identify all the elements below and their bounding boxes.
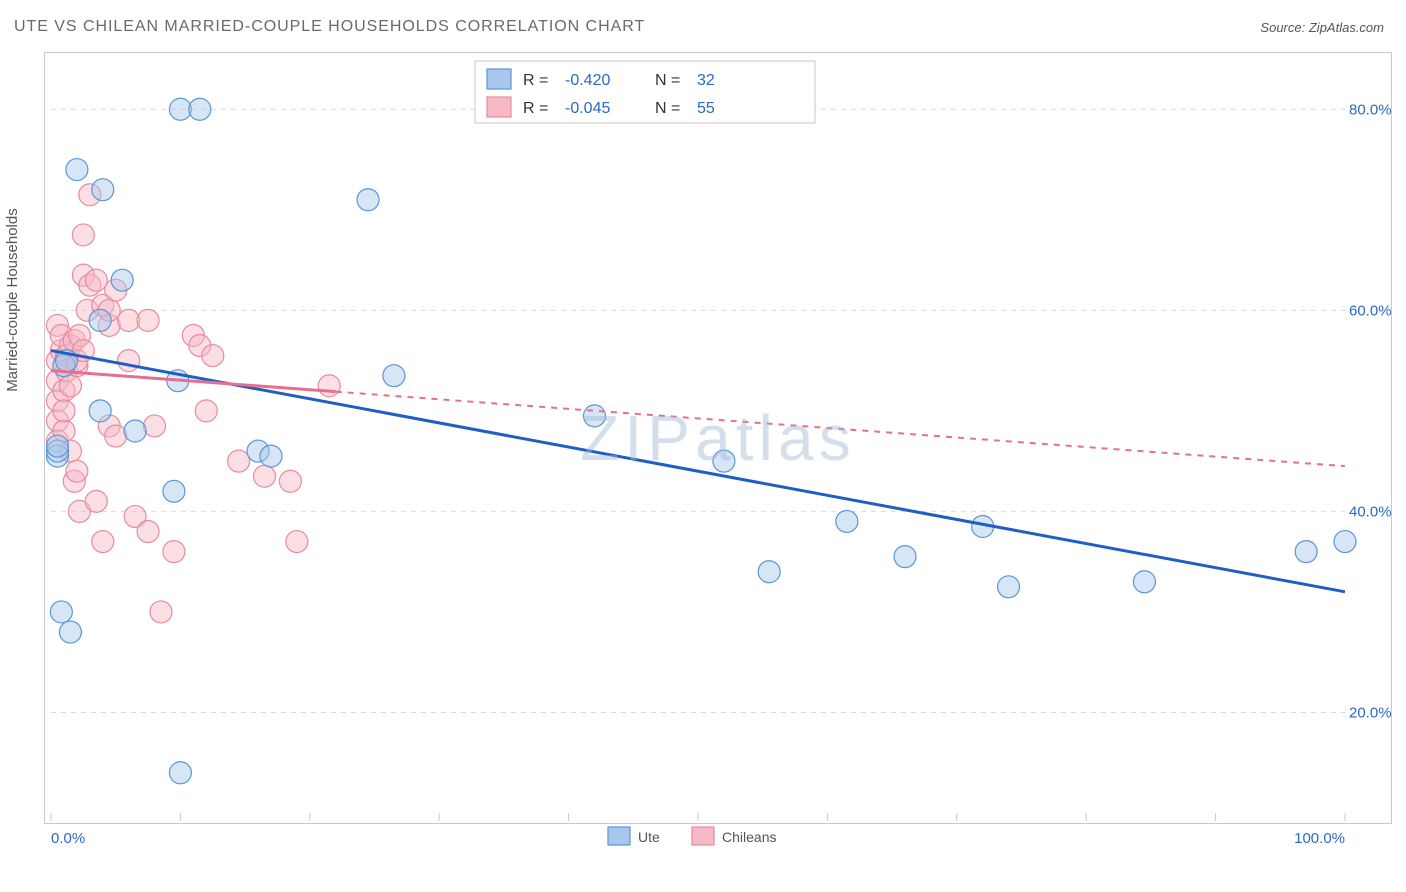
legend-swatch xyxy=(487,69,511,89)
scatter-point xyxy=(279,470,301,492)
trend-line xyxy=(51,351,1345,592)
scatter-point xyxy=(286,531,308,553)
scatter-point xyxy=(163,480,185,502)
svg-text:N =: N = xyxy=(655,72,680,89)
scatter-point xyxy=(85,490,107,512)
legend-label: Chileans xyxy=(722,829,776,845)
svg-text:R =: R = xyxy=(523,72,548,89)
scatter-point xyxy=(169,98,191,120)
chart-svg: 20.0% 40.0% 60.0% 80.0% R = -0.420 N = 32 R = -0.… xyxy=(45,53,1393,859)
scatter-point xyxy=(758,561,780,583)
chart-title: UTE VS CHILEAN MARRIED-COUPLE HOUSEHOLDS… xyxy=(14,18,645,36)
scatter-point xyxy=(66,159,88,181)
svg-text:100.0%: 100.0% xyxy=(1294,830,1345,847)
trend-line-dashed xyxy=(336,392,1345,466)
y-axis-label: Married-couple Households xyxy=(4,160,21,440)
source-value: ZipAtlas.com xyxy=(1309,20,1384,35)
legend-swatch xyxy=(692,827,714,845)
scatter-point xyxy=(92,531,114,553)
svg-text:80.0%: 80.0% xyxy=(1349,101,1392,118)
svg-text:60.0%: 60.0% xyxy=(1349,302,1392,319)
scatter-point xyxy=(1133,571,1155,593)
scatter-point xyxy=(254,465,276,487)
scatter-point xyxy=(137,309,159,331)
scatter-point xyxy=(89,309,111,331)
scatter-point xyxy=(383,365,405,387)
scatter-point xyxy=(105,425,127,447)
svg-text:55: 55 xyxy=(697,100,715,117)
chart-container: UTE VS CHILEAN MARRIED-COUPLE HOUSEHOLDS… xyxy=(0,0,1406,892)
svg-text:40.0%: 40.0% xyxy=(1349,503,1392,520)
scatter-point xyxy=(53,400,75,422)
scatter-point xyxy=(169,762,191,784)
scatter-point xyxy=(202,345,224,367)
trend-line xyxy=(51,371,336,392)
svg-text:20.0%: 20.0% xyxy=(1349,704,1392,721)
scatter-point xyxy=(46,435,68,457)
scatter-point xyxy=(894,546,916,568)
scatter-point xyxy=(357,189,379,211)
scatter-point xyxy=(195,400,217,422)
scatter-point xyxy=(85,269,107,291)
scatter-point xyxy=(1334,531,1356,553)
scatter-point xyxy=(59,621,81,643)
scatter-point xyxy=(111,269,133,291)
source-attribution: Source: ZipAtlas.com xyxy=(1260,20,1384,35)
scatter-point xyxy=(59,375,81,397)
scatter-point xyxy=(118,350,140,372)
legend-swatch xyxy=(608,827,630,845)
svg-text:-0.420: -0.420 xyxy=(565,72,610,89)
scatter-point xyxy=(92,179,114,201)
svg-text:N =: N = xyxy=(655,100,680,117)
scatter-point xyxy=(124,420,146,442)
scatter-point xyxy=(66,460,88,482)
source-label: Source: xyxy=(1260,20,1305,35)
scatter-point xyxy=(836,510,858,532)
scatter-point xyxy=(189,98,211,120)
scatter-point xyxy=(89,400,111,422)
svg-text:0.0%: 0.0% xyxy=(51,830,85,847)
svg-text:R =: R = xyxy=(523,100,548,117)
scatter-point xyxy=(50,601,72,623)
scatter-point xyxy=(713,450,735,472)
scatter-point xyxy=(144,415,166,437)
scatter-point xyxy=(583,405,605,427)
svg-text:-0.045: -0.045 xyxy=(565,100,610,117)
legend-swatch xyxy=(487,97,511,117)
scatter-point xyxy=(163,541,185,563)
svg-text:32: 32 xyxy=(697,72,715,89)
scatter-point xyxy=(1295,541,1317,563)
scatter-point xyxy=(150,601,172,623)
legend-label: Ute xyxy=(638,829,660,845)
scatter-point xyxy=(228,450,250,472)
scatter-point xyxy=(72,224,94,246)
scatter-point xyxy=(118,309,140,331)
plot-area: 20.0% 40.0% 60.0% 80.0% R = -0.420 N = 32 R = -0.… xyxy=(44,52,1392,824)
scatter-point xyxy=(998,576,1020,598)
scatter-point xyxy=(260,445,282,467)
scatter-point xyxy=(137,521,159,543)
scatter-point xyxy=(318,375,340,397)
